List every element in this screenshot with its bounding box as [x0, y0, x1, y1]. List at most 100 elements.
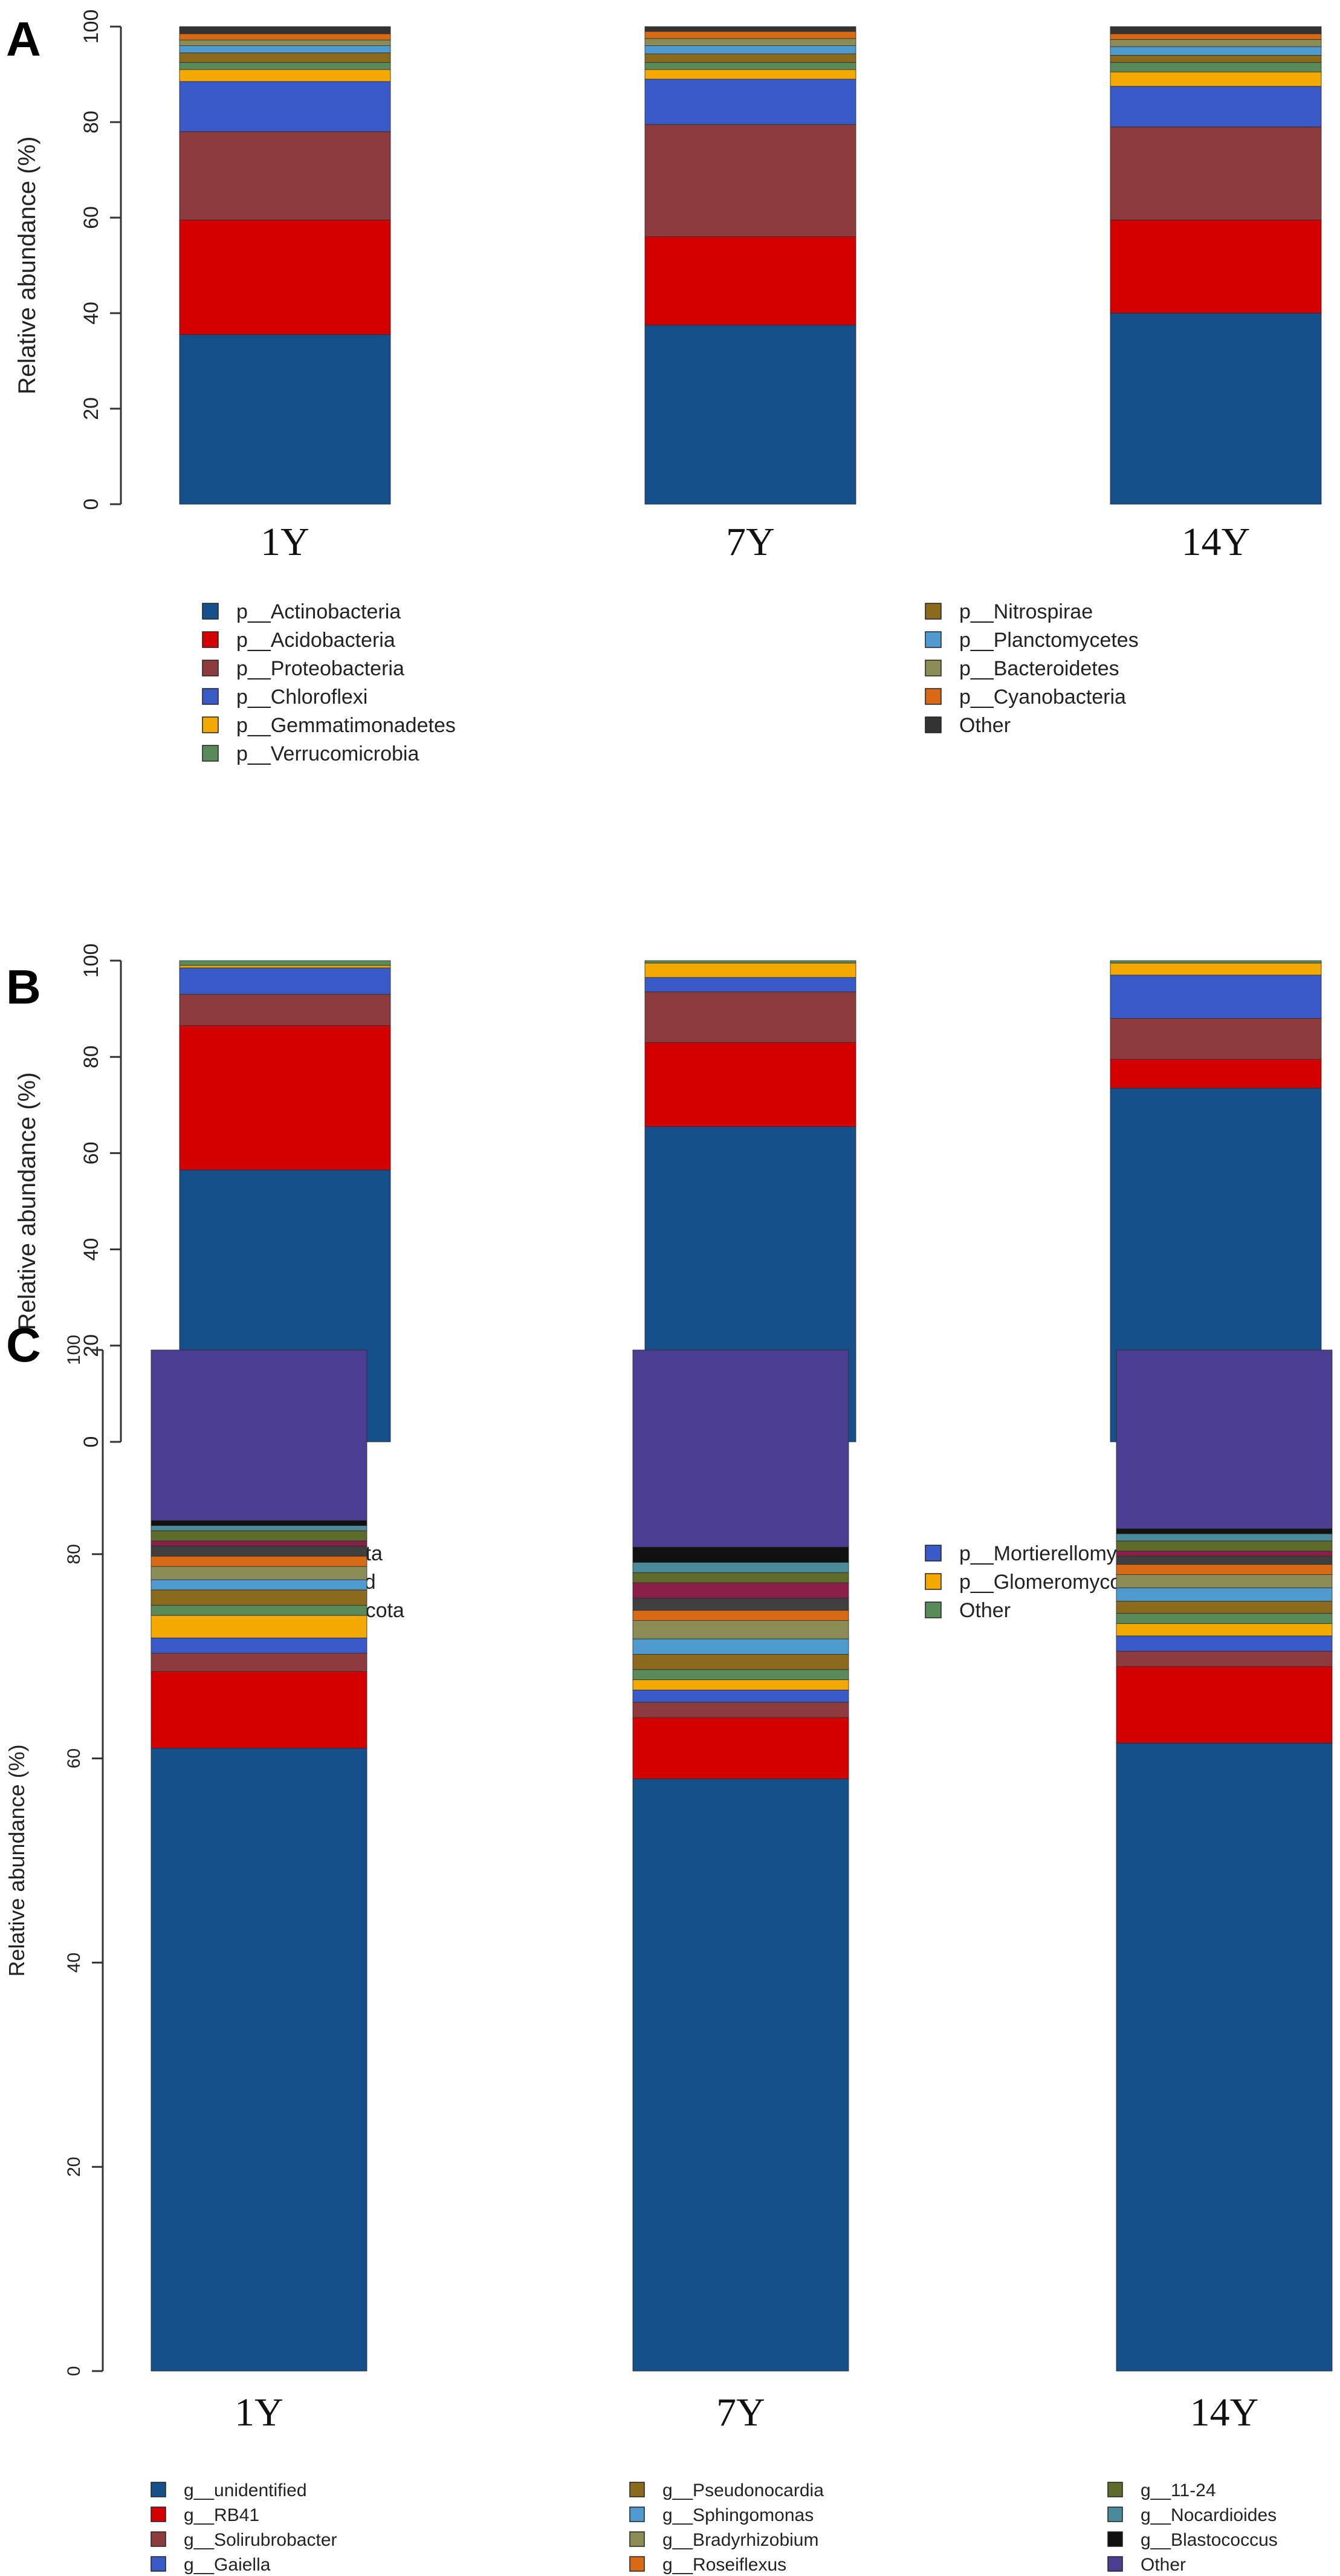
legend-swatch — [1107, 2482, 1123, 2497]
y-tick-label: 60 — [80, 1141, 103, 1164]
bar-segment-14y-g-blastococcus — [1116, 1528, 1333, 1534]
x-category-label: 1Y — [235, 2390, 283, 2435]
bar-segment-1y-p-verrucomicrobia — [179, 62, 391, 70]
y-tick-label: 100 — [80, 944, 103, 978]
legend-swatch — [925, 603, 942, 620]
legend-swatch — [925, 631, 942, 648]
legend-swatch — [925, 716, 942, 733]
panel-letter: A — [6, 12, 41, 66]
panel-letter: C — [6, 1318, 41, 1372]
bar-segment-14y-p-nitrospirae — [1110, 55, 1322, 63]
legend-swatch — [151, 2482, 166, 2497]
bar-segment-7y-g-pseudarthrobacter — [632, 1582, 849, 1598]
legend-label: p__Acidobacteria — [236, 629, 395, 652]
bar-segment-7y-p-gemmatimonadetes — [644, 69, 856, 80]
legend-label: p__Cyanobacteria — [959, 686, 1126, 709]
legend-swatch — [202, 745, 219, 762]
legend-label: p__Gemmatimonadetes — [236, 714, 456, 737]
bar-segment-14y-p-cyanobacteria — [1110, 33, 1322, 40]
bar-segment-1y-p-unidentified — [179, 1025, 391, 1170]
legend-swatch — [629, 2556, 645, 2572]
bar-segment-14y-p-verrucomicrobia — [1110, 62, 1322, 73]
bar-segment-7y-g-unidentified — [632, 1778, 849, 2372]
bar-segment-7y-p-proteobacteria — [644, 124, 856, 237]
legend-label: p__Glomeromycota — [959, 1571, 1139, 1594]
legend-swatch — [925, 1545, 942, 1562]
legend-label: g__RB41 — [184, 2505, 259, 2525]
bar-segment-1y-g-gaiella — [151, 1637, 367, 1654]
legend-label: p__Chloroflexi — [236, 686, 367, 709]
panel-a: A 0 20 40 60 80 100 Relative abundance (%) 1Y 7Y 1… — [6, 10, 1322, 765]
bar-segment-1y-p-mortierellomycota — [179, 967, 391, 995]
legend-label: p__Bacteroidetes — [959, 657, 1119, 680]
bar-segment-1y-g-pseudarthrobacter — [151, 1540, 367, 1546]
y-tick-label: 40 — [80, 1238, 103, 1261]
legend-swatch — [629, 2482, 645, 2497]
bar-segment-7y-g-mycobacterium — [632, 1669, 849, 1680]
bar-segment-7y-g-sphingomonas — [632, 1638, 849, 1655]
bar-segment-1y-g-unidentified — [151, 1748, 367, 2372]
y-tick-label: 100 — [80, 10, 103, 44]
y-tick-label: 20 — [80, 1334, 103, 1357]
bar-segment-7y-g-nocardioides — [632, 1562, 849, 1573]
bar-segment-14y-g-rubrobacter — [1116, 1623, 1333, 1637]
bar-segment-1y-other — [179, 26, 391, 34]
legend-swatch — [925, 688, 942, 705]
bar-segment-7y-g-11-24 — [632, 1572, 849, 1583]
bar-segment-14y-p-chloroflexi — [1110, 86, 1322, 128]
x-category-label: 1Y — [261, 520, 309, 564]
bar-segment-1y-p-nitrospirae — [179, 53, 391, 63]
bar-segment-14y-p-mortierellomycota — [1110, 975, 1322, 1019]
legend-label: p__Planctomycetes — [959, 629, 1139, 652]
bar-segment-7y-other — [644, 26, 856, 32]
y-axis-label: Relative abundance (%) — [4, 1744, 29, 1976]
bar-segment-7y-g-rb41 — [632, 1717, 849, 1779]
legend-swatch — [151, 2556, 166, 2572]
bar-segment-7y-other — [632, 1349, 849, 1548]
legend-label: p__Actinobacteria — [236, 600, 401, 623]
bar-segment-14y-g-pseudarthrobacter — [1116, 1551, 1333, 1557]
bar-segment-7y-g-gaiella — [632, 1690, 849, 1703]
bar-segment-14y-g-pseudonocardia — [1116, 1601, 1333, 1614]
bar-segment-14y-other — [1110, 960, 1322, 964]
bar-segment-1y-g-pseudonocardia — [151, 1589, 367, 1606]
bar-segment-1y-p-glomeromycota — [179, 965, 391, 968]
legend-label: g__Blastococcus — [1141, 2530, 1278, 2550]
bar-segment-14y-p-unidentified — [1110, 1059, 1322, 1089]
bar-segment-14y-p-glomeromycota — [1110, 962, 1322, 976]
bar-segment-7y-p-unidentified — [644, 1042, 856, 1127]
y-tick-label: 20 — [80, 397, 103, 420]
legend-label: Other — [959, 1599, 1011, 1622]
bar-segment-14y-p-bacteroidetes — [1110, 39, 1322, 47]
bar-segment-14y-g-rb41 — [1116, 1666, 1333, 1744]
y-axis-label: Relative abundance (%) — [14, 137, 40, 395]
bar-segment-14y-g-mycobacterium — [1116, 1613, 1333, 1624]
y-tick-label: 0 — [64, 2366, 84, 2376]
legend-label: g__Bradyrhizobium — [662, 2530, 818, 2550]
legend-swatch — [151, 2531, 166, 2547]
bar-segment-1y-g-microvirga — [151, 1545, 367, 1557]
y-tick-label: 80 — [80, 1045, 103, 1068]
y-tick-label: 100 — [64, 1335, 84, 1365]
bar-segment-1y-p-basidiomycota — [179, 994, 391, 1026]
legend-swatch — [202, 631, 219, 648]
bar-segment-14y-g-nocardioides — [1116, 1533, 1333, 1542]
legend-label: g__unidentified — [184, 2480, 307, 2500]
bar-segment-1y-g-rb41 — [151, 1671, 367, 1749]
bar-segment-14y-g-unidentified — [1116, 1742, 1333, 2372]
bar-segment-14y-p-basidiomycota — [1110, 1018, 1322, 1060]
legend-label: g__Pseudonocardia — [662, 2480, 824, 2500]
legend-label: g__Solirubrobacter — [184, 2530, 337, 2550]
x-category-label: 14Y — [1190, 2390, 1259, 2435]
y-tick-label: 80 — [64, 1544, 84, 1564]
bar-segment-1y-other — [151, 1349, 367, 1521]
bar-segment-1y-p-actinobacteria — [179, 334, 391, 505]
bar-segment-7y-p-planctomycetes — [644, 45, 856, 54]
bar-segment-7y-p-acidobacteria — [644, 236, 856, 326]
bar-segment-1y-g-rubrobacter — [151, 1615, 367, 1638]
bar-segment-7y-g-rubrobacter — [632, 1679, 849, 1690]
bar-segment-14y-g-gaiella — [1116, 1635, 1333, 1652]
legend-swatch — [202, 716, 219, 733]
legend-label: Other — [959, 714, 1011, 737]
bar-segment-14y-p-planctomycetes — [1110, 46, 1322, 56]
